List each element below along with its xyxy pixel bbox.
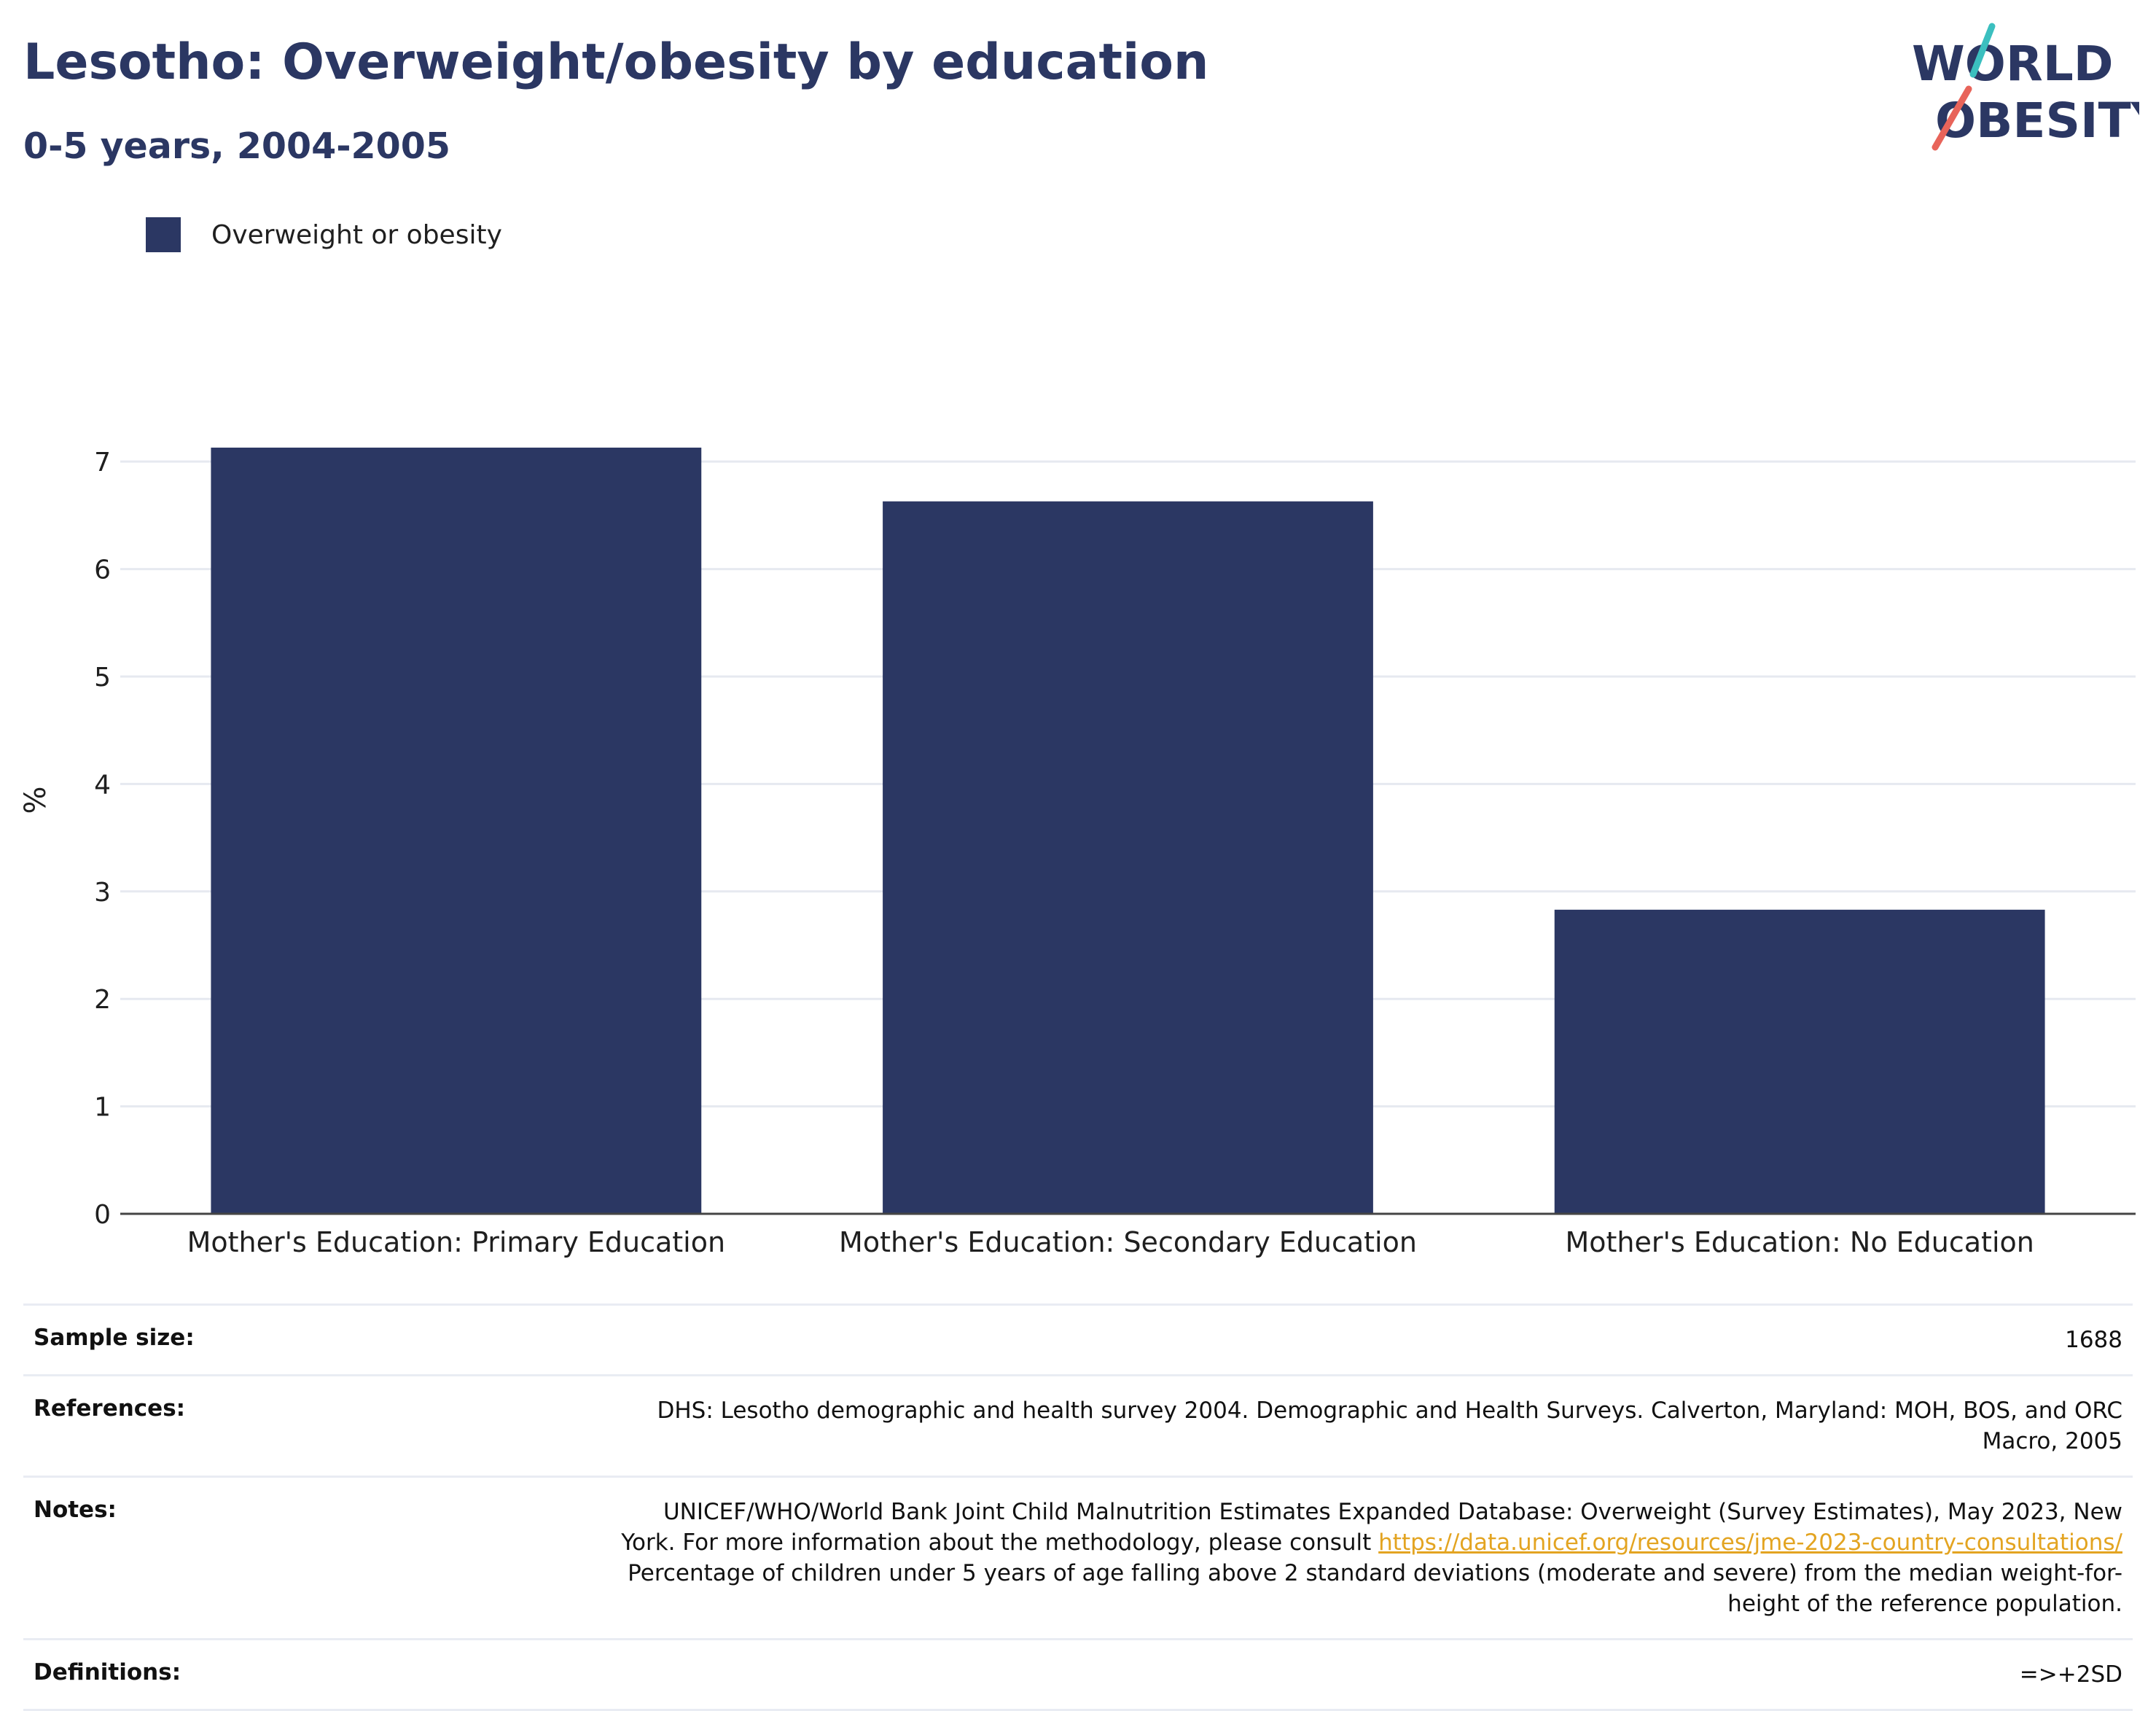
legend-swatch — [146, 217, 181, 252]
logo-line-2: OBESITY — [1935, 93, 2139, 149]
y-tick-label: 0 — [94, 1200, 111, 1230]
x-tick-label: Mother's Education: Secondary Education — [839, 1226, 1417, 1258]
y-tick-label: 2 — [94, 985, 111, 1015]
sample-size-label: Sample size: — [34, 1325, 195, 1351]
y-tick-label: 6 — [94, 556, 111, 585]
notes-label: Notes: — [34, 1497, 117, 1523]
definitions-value: =>+2SD — [2019, 1661, 2122, 1688]
x-tick-label: Mother's Education: No Education — [1565, 1226, 2034, 1258]
bar[interactable] — [883, 501, 1373, 1214]
notes-value: UNICEF/WHO/World Bank Joint Child Malnut… — [340, 1497, 2122, 1619]
legend[interactable]: Overweight or obesity — [146, 217, 502, 252]
info-row-notes: Notes: UNICEF/WHO/World Bank Joint Child… — [23, 1478, 2133, 1640]
bar[interactable] — [211, 448, 702, 1214]
y-axis-title: % — [19, 786, 52, 814]
references-label: References: — [34, 1395, 186, 1422]
sample-size-value: 1688 — [2065, 1327, 2122, 1353]
chart-title: Lesotho: Overweight/obesity by education — [23, 34, 1209, 91]
y-tick-label: 1 — [94, 1093, 111, 1123]
notes-line-1: UNICEF/WHO/World Bank Joint Child Malnut… — [663, 1499, 2122, 1525]
world-obesity-logo: WORLD OBESITY — [1912, 23, 2139, 151]
definitions-label: Definitions: — [34, 1659, 181, 1685]
info-row-definitions: Definitions: =>+2SD — [23, 1640, 2133, 1711]
info-table: Sample size: 1688 References: DHS: Lesot… — [23, 1303, 2133, 1711]
logo-line-1: WORLD — [1912, 36, 2114, 92]
info-row-references: References: DHS: Lesotho demographic and… — [23, 1376, 2133, 1478]
references-value: DHS: Lesotho demographic and health surv… — [340, 1395, 2122, 1457]
legend-label: Overweight or obesity — [211, 219, 502, 250]
notes-line-4: height of the reference population. — [1727, 1591, 2122, 1617]
y-tick-label: 5 — [94, 663, 111, 693]
bars — [211, 448, 2045, 1214]
y-tick-labels: 0 1 2 3 4 5 6 7 — [94, 448, 111, 1230]
y-tick-label: 7 — [94, 448, 111, 478]
info-row-sample-size: Sample size: 1688 — [23, 1306, 2133, 1376]
references-line-2: Macro, 2005 — [1982, 1428, 2122, 1454]
x-tick-label: Mother's Education: Primary Education — [187, 1226, 726, 1258]
y-tick-label: 3 — [94, 878, 111, 908]
x-tick-labels: Mother's Education: Primary Education Mot… — [187, 1226, 2034, 1258]
chart-subtitle: 0-5 years, 2004-2005 — [23, 125, 450, 167]
references-line-1: DHS: Lesotho demographic and health surv… — [657, 1398, 2122, 1424]
bar[interactable] — [1554, 909, 2045, 1214]
notes-line-3: Percentage of children under 5 years of … — [628, 1560, 2122, 1586]
bar-chart: 0 1 2 3 4 5 6 7 Mother's Education: Primary Edu… — [19, 448, 2136, 1258]
methodology-link[interactable]: https://data.unicef.org/resources/jme-20… — [1378, 1529, 2122, 1556]
logo-slash-top — [1969, 23, 1996, 78]
y-tick-label: 4 — [94, 770, 111, 800]
notes-line-2-prefix: York. For more information about the met… — [621, 1529, 1379, 1556]
notes-line-2: York. For more information about the met… — [340, 1527, 2122, 1558]
logo-slash-bottom — [1932, 85, 1972, 151]
